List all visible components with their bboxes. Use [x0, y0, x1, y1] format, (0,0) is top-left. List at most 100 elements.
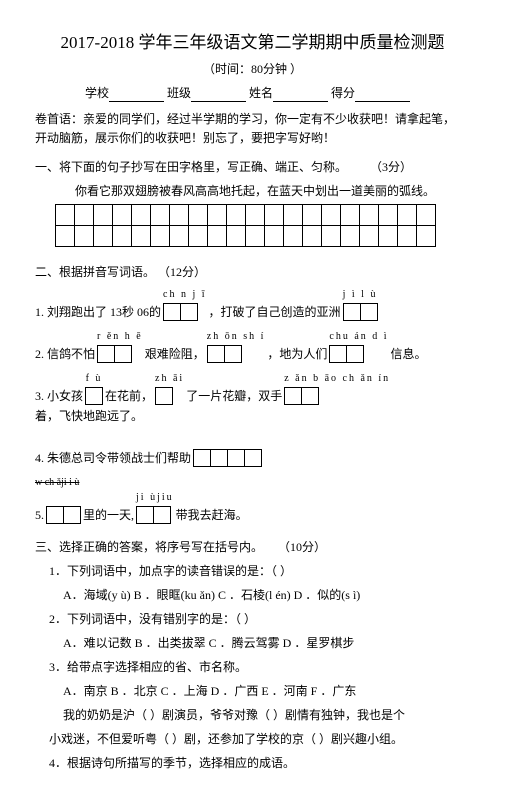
time-subtitle: （时间：80分钟 ）	[35, 60, 470, 78]
grid-cell	[112, 225, 132, 247]
box-cell	[244, 449, 262, 467]
pinyin-3c: z ǎn b āo ch ǎn ín	[284, 371, 390, 386]
box-cell	[153, 506, 171, 524]
intro-line2: 开动脑筋，展示你们的收获吧！别忘了，要把字写好哟！	[35, 129, 470, 148]
grid-cell	[150, 225, 170, 247]
grid-cell	[74, 204, 94, 226]
pinyin-box-2b: zh ōn sh í	[207, 329, 266, 363]
grid-cell	[188, 204, 208, 226]
grid-cell	[207, 225, 227, 247]
grid-cell	[245, 204, 265, 226]
s1-sentence: 你看它那双翅膀被春风高高地托起，在蓝天中划出一道美丽的弧线。	[35, 182, 470, 200]
pinyin-3b: zh āi	[155, 371, 184, 386]
grid-cell	[55, 204, 75, 226]
grid-cell	[207, 204, 227, 226]
box-cell	[207, 345, 225, 363]
section2-head: 二、根据拼音写词语。 （12分）	[35, 263, 470, 281]
grid-cell	[283, 204, 303, 226]
q2-text-c: ，地为人们	[267, 345, 327, 363]
pinyin-1a: ch n j ī	[163, 287, 207, 302]
grid-cell	[131, 204, 151, 226]
s3-points: （10分）	[278, 540, 326, 554]
pinyin-box-1b: j ì l ù	[343, 287, 378, 321]
grid-cell	[359, 204, 379, 226]
box-cell	[46, 506, 64, 524]
grid-cell	[264, 204, 284, 226]
pinyin-box-1a: ch n j ī	[163, 287, 207, 321]
box-cell	[85, 387, 103, 405]
q4-text: 4. 朱德总司令带领战士们帮助	[35, 449, 191, 467]
s2-q3: 3. 小女孩 f ù 在花前， zh āi 了一片花瓣，双手 z ǎn b āo…	[35, 371, 470, 425]
pinyin-5b: ji ùjiu	[136, 490, 174, 505]
s2-q4: 4. 朱德总司令带领战士们帮助 z ǎn b āo ch ǎn ín	[35, 433, 470, 467]
s1-points: （3分）	[370, 160, 412, 174]
q5-text-a: 5.	[35, 506, 44, 524]
pinyin-3a: f ù	[85, 371, 103, 386]
pinyin-box-2a: r ěn h ē	[97, 329, 143, 363]
grid-cell	[245, 225, 265, 247]
pinyin-box-3b: zh āi	[155, 371, 184, 405]
label-school: 学校	[85, 86, 109, 100]
box-cell	[97, 345, 115, 363]
q2-text-a: 2. 信鸽不怕	[35, 345, 95, 363]
s3-q2: 2．下列词语中，没有错别字的是：（ ）	[35, 610, 470, 628]
q1-text-a: 1. 刘翔跑出了 13秒 06的	[35, 303, 161, 321]
grid-cell	[378, 204, 398, 226]
box-cell	[329, 345, 347, 363]
tian-grid-2	[55, 225, 470, 247]
grid-cell	[169, 204, 189, 226]
s3-q3: 3．给带点字选择相应的省、市名称。	[35, 658, 470, 676]
grid-cell	[397, 204, 417, 226]
label-name: 姓名	[249, 86, 273, 100]
grid-cell	[321, 225, 341, 247]
pinyin-box-5b: ji ùjiu	[136, 490, 174, 524]
label-score: 得分	[331, 86, 355, 100]
pinyin-2a: r ěn h ē	[97, 329, 143, 344]
s2-points: （12分）	[158, 265, 206, 279]
s1-title: 一、将下面的句子抄写在田字格里，写正确、端正、匀称。	[35, 160, 347, 174]
pinyin-box-3c: z ǎn b āo ch ǎn ín	[284, 371, 390, 405]
box-cell	[301, 387, 319, 405]
pinyin-2c: chu án d ì	[329, 329, 388, 344]
q5-text-c: 带我去赶海。	[176, 506, 248, 524]
s2-q1: 1. 刘翔跑出了 13秒 06的 ch n j ī ，打破了自己创造的亚洲 j …	[35, 287, 470, 321]
box-cell	[224, 345, 242, 363]
grid-cell	[378, 225, 398, 247]
intro-line1: 卷首语：亲爱的同学们，经过半学期的学习，你一定有不少收获吧！请拿起笔，	[35, 110, 470, 129]
q3-text-d: 着，飞快地跑远了。	[35, 407, 143, 425]
grid-cell	[321, 204, 341, 226]
grid-cell	[302, 204, 322, 226]
grid-cell	[340, 204, 360, 226]
grid-cell	[397, 225, 417, 247]
section3-head: 三、选择正确的答案，将序号写在括号内。 （10分）	[35, 538, 470, 556]
blank-score	[355, 89, 410, 102]
q2-text-d: 信息。	[391, 345, 427, 363]
box-cell	[180, 303, 198, 321]
blank-name	[273, 89, 328, 102]
grid-cell	[55, 225, 75, 247]
box-cell	[193, 449, 211, 467]
grid-cell	[416, 225, 436, 247]
pinyin-2b: zh ōn sh í	[207, 329, 266, 344]
pinyin-1b: j ì l ù	[343, 287, 378, 302]
grid-cell	[226, 225, 246, 247]
pinyin-box-3a: f ù	[85, 371, 103, 405]
q3-text-c: 了一片花瓣，双手	[186, 387, 282, 405]
q2-text-b: 艰难险阻，	[145, 345, 205, 363]
grid-cell	[302, 225, 322, 247]
box-cell	[163, 303, 181, 321]
box-cell	[227, 449, 245, 467]
pinyin-box-2c: chu án d ì	[329, 329, 388, 363]
s2-q5: 5. 里的一天, ji ùjiu 带我去赶海。	[35, 490, 470, 524]
label-class: 班级	[167, 86, 191, 100]
grid-cell	[188, 225, 208, 247]
grid-cell	[340, 225, 360, 247]
pinyin-box-5a	[46, 506, 81, 524]
q3-text-a: 3. 小女孩	[35, 387, 83, 405]
info-line: 学校 班级 姓名 得分	[35, 84, 470, 102]
s3-q1: 1．下列词语中，加点字的读音错误的是：（ ）	[35, 562, 470, 580]
s3-title: 三、选择正确的答案，将序号写在括号内。	[35, 540, 263, 554]
grid-cell	[150, 204, 170, 226]
box-cell	[346, 345, 364, 363]
s3-q4: 4．根据诗句所描写的季节，选择相应的成语。	[35, 754, 470, 772]
